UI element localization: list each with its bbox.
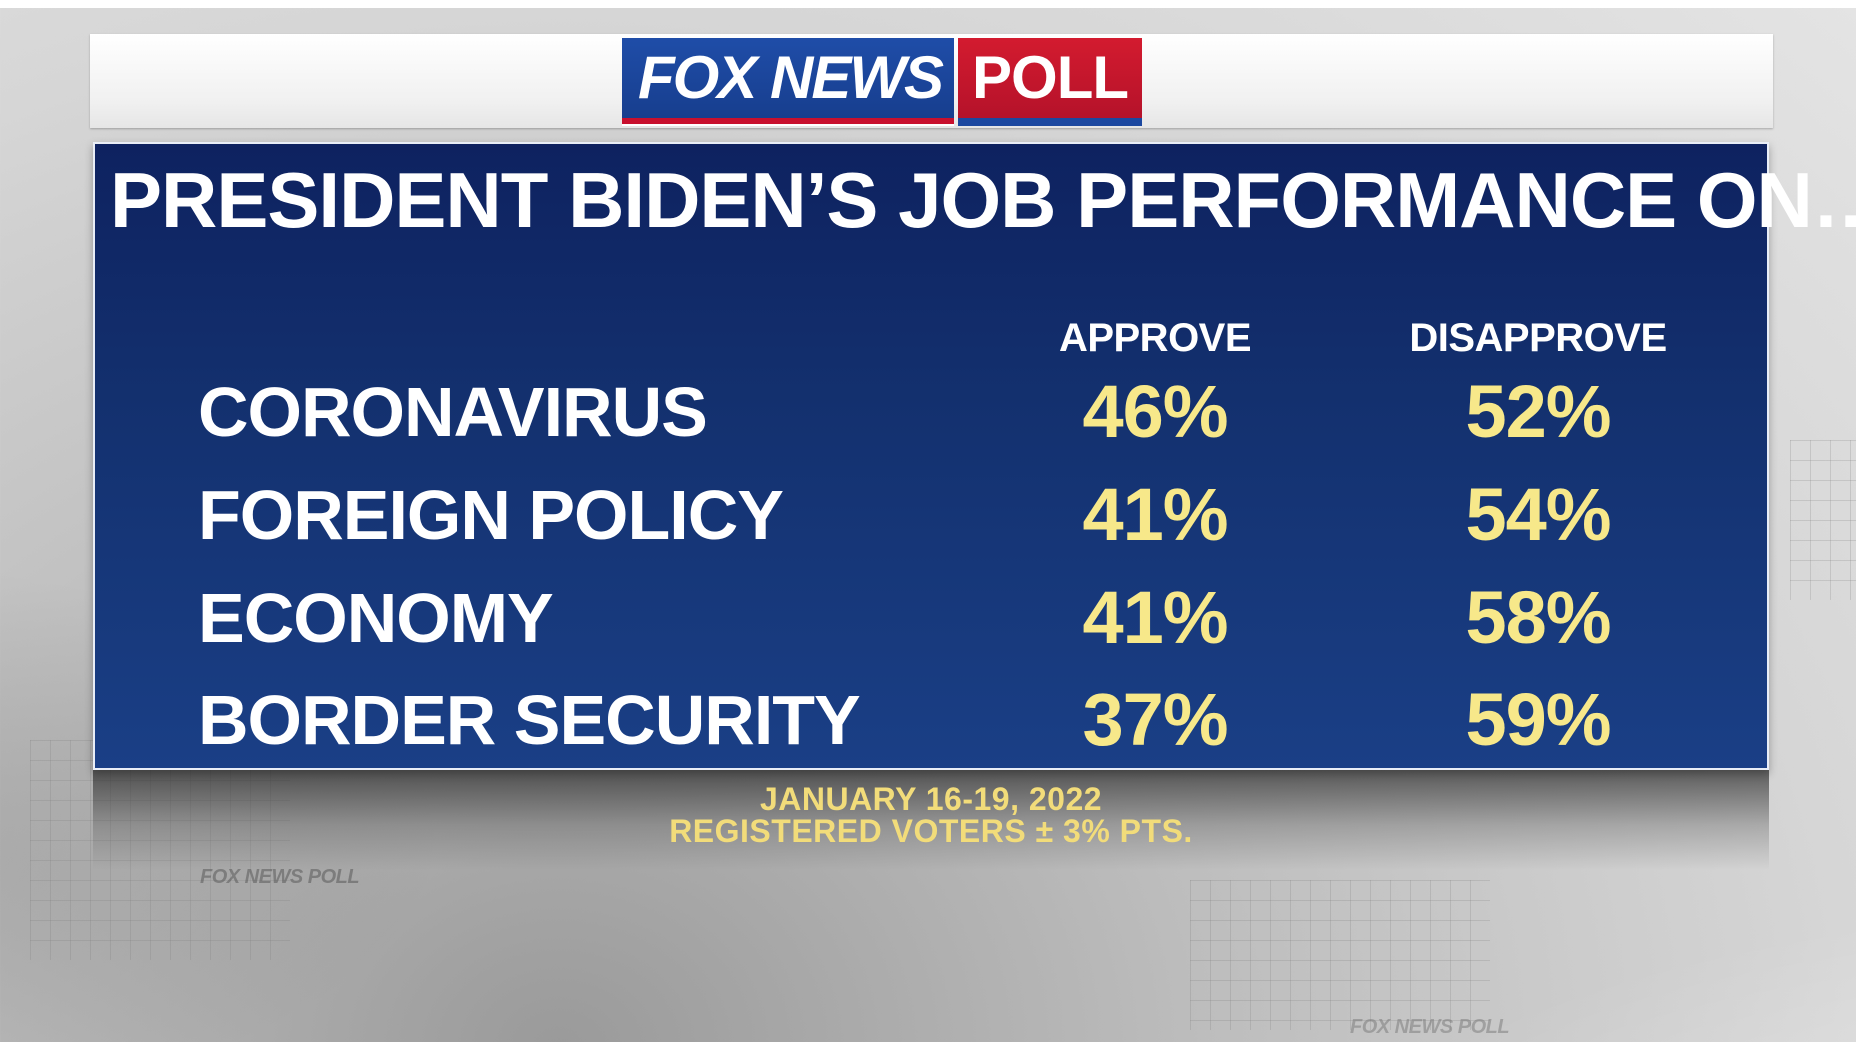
column-header-approve: APPROVE (1058, 316, 1252, 360)
column-header-disapprove: DISAPPROVE (1409, 316, 1667, 360)
disapprove-value-economy: 58% (1465, 576, 1611, 659)
row-label-border-security: BORDER SECURITY (198, 681, 861, 759)
logo-poll-text: POLL (958, 38, 1143, 126)
disapprove-value-border-security: 59% (1465, 678, 1611, 761)
footer-shadow-band (93, 770, 1769, 870)
row-label-coronavirus: CORONAVIRUS (198, 373, 708, 451)
approve-value-foreign-policy: 41% (1082, 473, 1228, 556)
fox-news-poll-logo: FOX NEWS POLL (622, 38, 1143, 126)
background-grid-pattern (1790, 440, 1860, 600)
row-label-foreign-policy: FOREIGN POLICY (198, 476, 784, 554)
background-wordmark: FOX NEWS POLL (1350, 1016, 1510, 1038)
row-label-economy: ECONOMY (198, 579, 554, 657)
frame-edge-right (1856, 0, 1862, 1048)
disapprove-value-foreign-policy: 54% (1465, 473, 1611, 556)
approve-value-economy: 41% (1082, 576, 1228, 659)
disapprove-value-coronavirus: 52% (1465, 370, 1611, 453)
background-wordmark: FOX NEWS POLL (200, 866, 360, 888)
chart-title: PRESIDENT BIDEN’S JOB PERFORMANCE ON… (110, 156, 1862, 244)
background-grid-pattern (1190, 880, 1490, 1030)
frame-edge-bottom (0, 1042, 1862, 1048)
approve-value-coronavirus: 46% (1082, 370, 1228, 453)
footnote-date: JANUARY 16-19, 2022 (759, 781, 1103, 817)
approve-value-border-security: 37% (1082, 678, 1228, 761)
frame-edge-top (0, 0, 1862, 8)
logo-fox-news-text: FOX NEWS (622, 38, 955, 126)
footnote-sample: REGISTERED VOTERS ± 3% PTS. (669, 813, 1193, 849)
poll-panel (93, 142, 1769, 770)
